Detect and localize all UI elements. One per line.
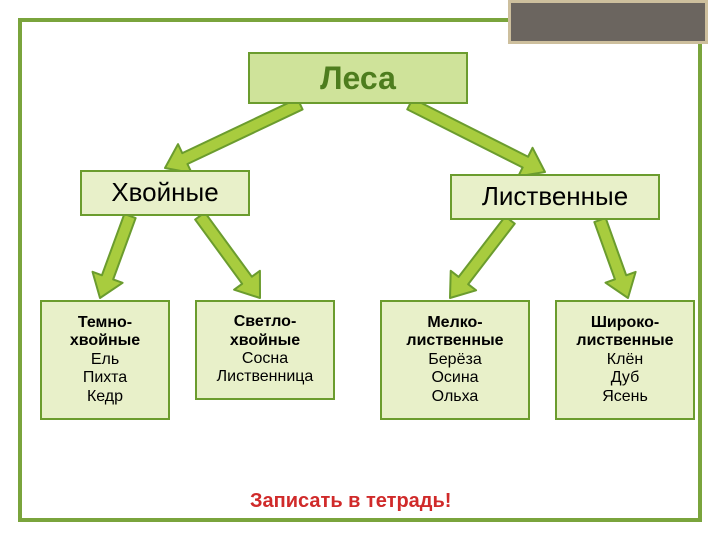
leaf-item: Ель — [91, 351, 119, 369]
leaf-item: Берёза — [428, 351, 481, 369]
node-deciduous-label: Лиственные — [482, 182, 628, 212]
node-broad-leaved: Широко-лиственныеКлёнДубЯсень — [555, 300, 695, 420]
node-coniferous-label: Хвойные — [111, 178, 218, 208]
leaf-title: лиственные — [406, 332, 503, 350]
leaf-item: Дуб — [611, 369, 640, 387]
leaf-item: Ясень — [602, 388, 648, 406]
node-dark-coniferous: Темно-хвойныеЕльПихтаКедр — [40, 300, 170, 420]
leaf-item: Пихта — [83, 369, 127, 387]
node-deciduous: Лиственные — [450, 174, 660, 220]
leaf-item: Осина — [431, 369, 478, 387]
node-small-leaved: Мелко-лиственныеБерёзаОсинаОльха — [380, 300, 530, 420]
leaf-item: Клён — [607, 351, 643, 369]
leaf-title: хвойные — [70, 332, 140, 350]
leaf-item: Сосна — [242, 350, 288, 368]
footer-note-text: Записать в тетрадь! — [250, 490, 451, 512]
leaf-title: Широко- — [591, 314, 659, 332]
footer-note: Записать в тетрадь! — [250, 490, 451, 513]
node-light-coniferous: Светло-хвойныеСоснаЛиственница — [195, 300, 335, 400]
leaf-item: Кедр — [87, 388, 123, 406]
leaf-item: Лиственница — [217, 368, 314, 386]
leaf-title: Темно- — [78, 314, 132, 332]
leaf-title: лиственные — [576, 332, 673, 350]
corner-decoration — [508, 0, 708, 44]
node-root-label: Леса — [320, 60, 396, 97]
node-coniferous: Хвойные — [80, 170, 250, 216]
leaf-title: Мелко- — [427, 314, 482, 332]
leaf-item: Ольха — [432, 388, 479, 406]
leaf-title: хвойные — [230, 332, 300, 350]
leaf-title: Светло- — [234, 313, 297, 331]
node-root: Леса — [248, 52, 468, 104]
